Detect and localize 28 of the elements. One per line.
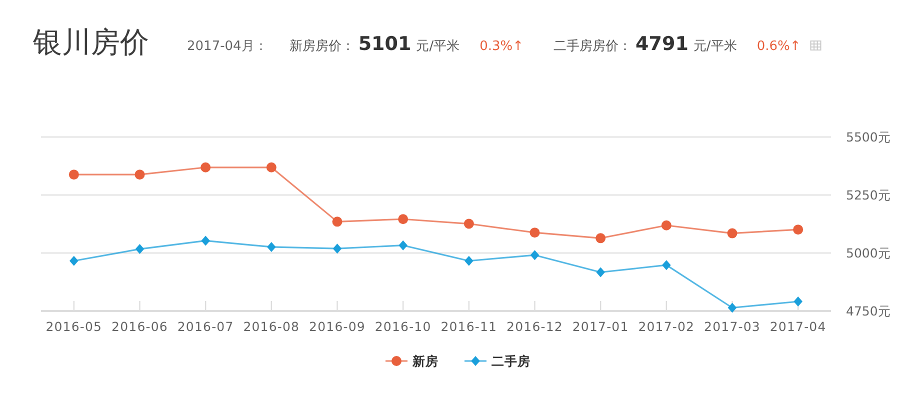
annotation: 4791 — [636, 33, 688, 55]
x-tick-label: 2016-06 — [112, 319, 168, 334]
annotation: 5101 — [358, 33, 412, 55]
annotation: 元/平米 — [693, 39, 737, 54]
x-tick-label: 2017-04 — [770, 319, 826, 334]
annotation: 二手房房价： — [554, 39, 632, 54]
x-tick-label: 2016-09 — [309, 319, 366, 334]
legend-label: 新房 — [412, 354, 438, 368]
x-tick-label: 2016-11 — [440, 319, 498, 334]
x-tick-label: 2016-12 — [506, 319, 563, 334]
legend-label: 二手房 — [492, 354, 530, 368]
y-tick-label: 4750元 — [846, 304, 891, 318]
x-tick-label: 2017-03 — [704, 319, 760, 334]
x-tick-label: 2016-08 — [243, 319, 300, 334]
y-tick-label: 5000元 — [846, 246, 891, 260]
y-tick-label: 5250元 — [846, 188, 891, 202]
y-tick-label: 5500元 — [846, 130, 891, 144]
x-tick-label: 2017-01 — [572, 319, 629, 334]
x-tick-label: 2017-02 — [638, 319, 695, 334]
x-tick-label: 2016-05 — [46, 319, 102, 334]
annotation: 元/平米 — [416, 39, 460, 54]
x-tick-label: 2016-10 — [374, 319, 432, 334]
annotation: 0.3%↑ — [480, 39, 524, 54]
x-tick-label: 2016-07 — [177, 319, 234, 334]
annotation: 0.6%↑ — [756, 39, 801, 54]
title: 银川房价 — [33, 25, 149, 59]
annotation: 2017-04月： — [187, 39, 268, 54]
annotation: 新房房价： — [289, 39, 354, 54]
